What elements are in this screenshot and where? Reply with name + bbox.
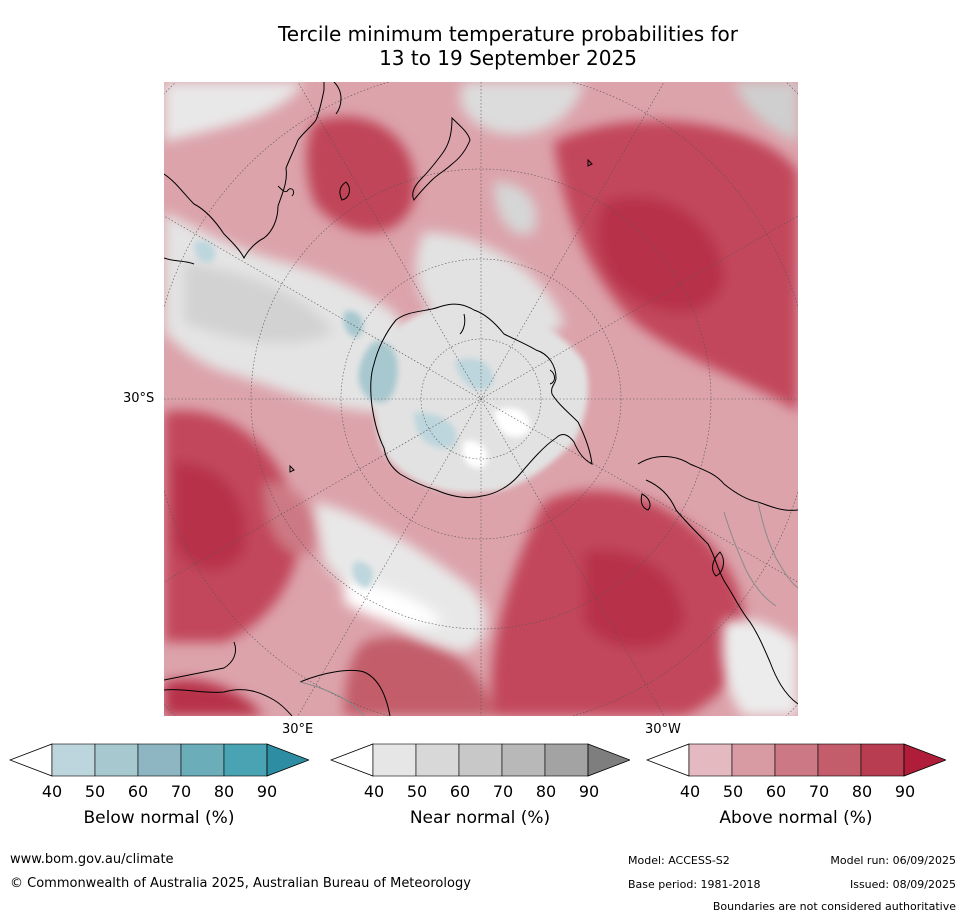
model-text: Model: ACCESS-S2 xyxy=(628,854,730,867)
tick-label: 60 xyxy=(765,782,787,801)
coastlines xyxy=(164,82,798,716)
tick-label: 50 xyxy=(406,782,428,801)
colorbar-swatches xyxy=(9,743,309,777)
model-run-text: Model run: 06/09/2025 xyxy=(830,854,956,867)
colorbar-swatch xyxy=(544,743,589,777)
map-title: Tercile minimum temperature probabilitie… xyxy=(250,22,766,70)
tick-label: 50 xyxy=(722,782,744,801)
tick-label: 70 xyxy=(170,782,192,801)
tick-label: 80 xyxy=(535,782,557,801)
colorbar-lower-extend xyxy=(646,743,690,777)
antarctica-interior xyxy=(358,302,589,493)
tick-label: 80 xyxy=(213,782,235,801)
colorbar-ticks: 40 50 60 70 80 90 xyxy=(9,782,309,802)
longitude-label-30w: 30°W xyxy=(645,722,681,737)
colorbar-upper-extend xyxy=(266,743,309,777)
tick-label: 40 xyxy=(41,782,63,801)
tick-label: 40 xyxy=(679,782,701,801)
tick-label: 40 xyxy=(363,782,385,801)
country-borders xyxy=(299,501,798,716)
colorbar-swatch xyxy=(860,743,905,777)
colorbar-lower-extend xyxy=(330,743,374,777)
colorbar-swatches xyxy=(330,743,630,777)
title-line-2: 13 to 19 September 2025 xyxy=(379,46,637,70)
tick-label: 70 xyxy=(808,782,830,801)
colorbar-above-normal: 40 50 60 70 80 90 Above normal (%) xyxy=(646,742,946,832)
australia-outline xyxy=(164,82,325,260)
tick-label: 60 xyxy=(449,782,471,801)
colorbar-swatch xyxy=(731,743,776,777)
colorbar-below-normal: 40 50 60 70 80 90 Below normal (%) xyxy=(9,742,309,832)
colorbar-near-normal: 40 50 60 70 80 90 Near normal (%) xyxy=(330,742,630,832)
above-normal-high-areas xyxy=(164,116,798,716)
colorbar-swatch xyxy=(774,743,819,777)
colorbar-swatch xyxy=(94,743,139,777)
website-link[interactable]: www.bom.gov.au/climate xyxy=(10,852,174,867)
graticule xyxy=(164,82,798,716)
copyright-text: © Commonwealth of Australia 2025, Austra… xyxy=(10,876,471,891)
colorbar-lower-extend xyxy=(9,743,53,777)
tick-label: 90 xyxy=(578,782,600,801)
colorbar-upper-extend xyxy=(903,743,946,777)
colorbar-ticks: 40 50 60 70 80 90 xyxy=(646,782,946,802)
colorbar-swatch xyxy=(223,743,268,777)
colorbar-upper-extend xyxy=(587,743,630,777)
below-normal-patches xyxy=(194,240,374,588)
colorbar-swatch xyxy=(137,743,182,777)
colorbar-swatch xyxy=(51,743,96,777)
tick-label: 80 xyxy=(851,782,873,801)
issued-text: Issued: 08/09/2025 xyxy=(849,878,956,891)
colorbar-title: Above normal (%) xyxy=(719,808,873,828)
colorbar-swatch xyxy=(415,743,460,777)
title-line-1: Tercile minimum temperature probabilitie… xyxy=(277,22,739,46)
colorbar-swatch xyxy=(817,743,862,777)
antarctica-outline xyxy=(370,303,593,499)
south-america-outline xyxy=(637,456,798,705)
probability-map xyxy=(164,82,798,716)
colorbar-ticks: 40 50 60 70 80 90 xyxy=(330,782,630,802)
africa-outline xyxy=(164,641,293,716)
map-svg xyxy=(164,82,798,716)
disclaimer-text: Boundaries are not considered authoritat… xyxy=(712,900,956,913)
colorbar-swatches xyxy=(646,743,946,777)
tick-label: 50 xyxy=(84,782,106,801)
colorbar-swatch xyxy=(458,743,503,777)
new-zealand-outline xyxy=(412,116,471,201)
tick-label: 90 xyxy=(894,782,916,801)
colorbar-swatch xyxy=(180,743,225,777)
colorbar-swatch xyxy=(688,743,733,777)
colorbar-swatch xyxy=(501,743,546,777)
latitude-label-30s: 30°S xyxy=(123,391,155,406)
tick-label: 60 xyxy=(127,782,149,801)
longitude-label-30e: 30°E xyxy=(282,722,314,737)
base-period-text: Base period: 1981-2018 xyxy=(628,878,761,891)
colorbar-title: Near normal (%) xyxy=(409,808,551,828)
tick-label: 70 xyxy=(492,782,514,801)
tick-label: 90 xyxy=(256,782,278,801)
colorbar-title: Below normal (%) xyxy=(83,808,235,828)
colorbar-swatch xyxy=(372,743,417,777)
